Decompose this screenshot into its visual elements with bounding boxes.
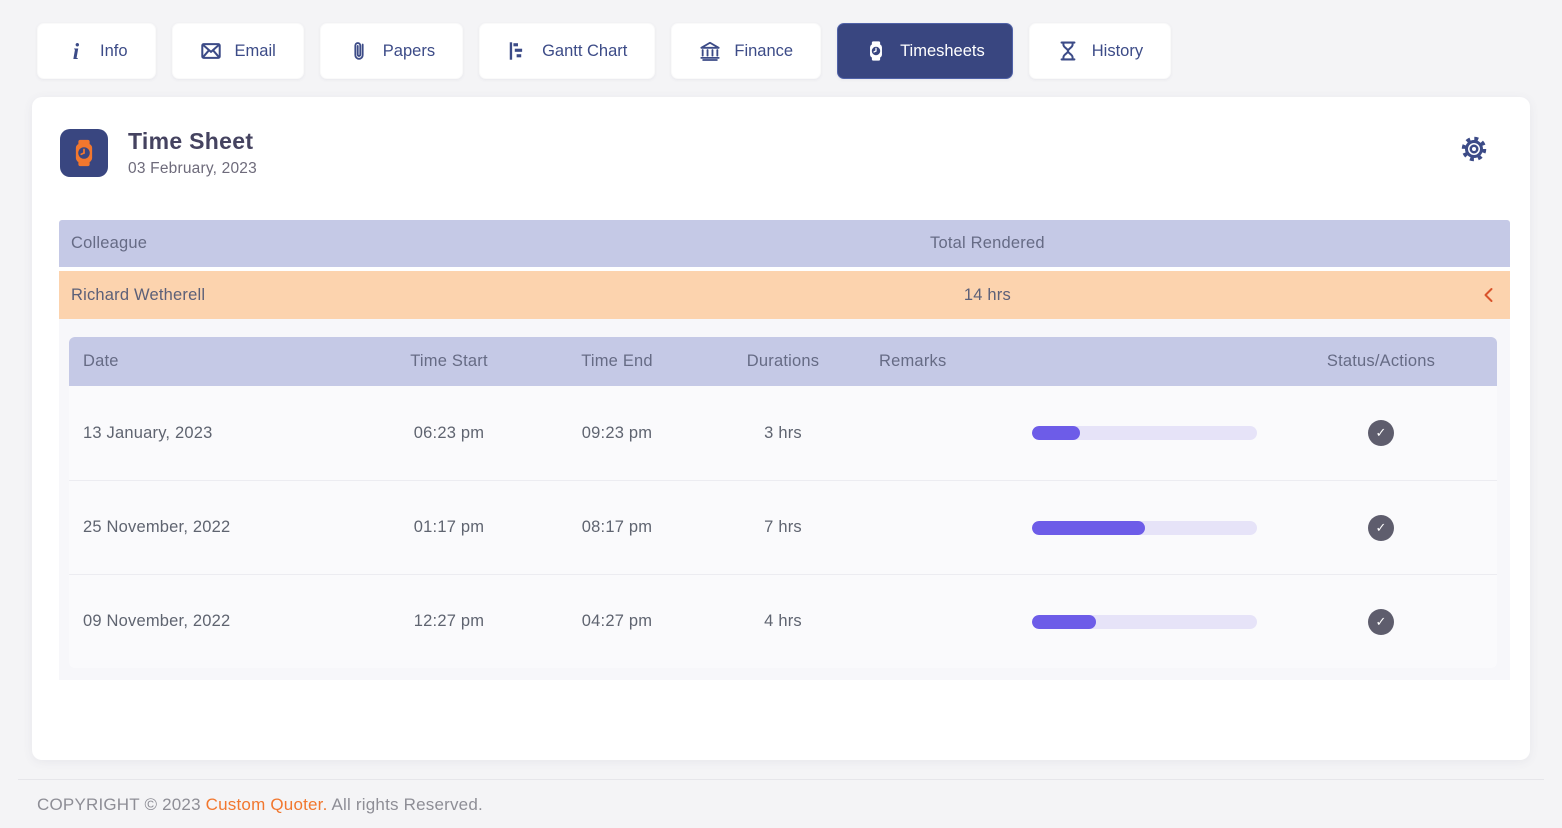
column-header-durations: Durations bbox=[746, 352, 820, 370]
card-header: Time Sheet 03 February, 2023 bbox=[32, 97, 1530, 178]
page-title: Time Sheet bbox=[128, 128, 254, 154]
time-end-cell: 09:23 pm bbox=[581, 423, 653, 442]
rights-text: All rights Reserved. bbox=[327, 795, 483, 814]
progress-bar bbox=[1032, 520, 1257, 535]
column-header-colleague: Colleague bbox=[71, 234, 148, 252]
date-cell: 09 November, 2022 bbox=[83, 612, 231, 630]
tab-label: Gantt Chart bbox=[542, 41, 628, 60]
progress-bar-fill bbox=[1032, 426, 1081, 440]
table-row: 25 November, 2022 01:17 pm 08:17 pm 7 hr… bbox=[69, 480, 1497, 574]
tab-history[interactable]: History bbox=[1028, 23, 1172, 79]
table-row: 09 November, 2022 12:27 pm 04:27 pm 4 hr… bbox=[69, 574, 1497, 668]
tab-email[interactable]: Email bbox=[171, 23, 304, 79]
column-header-status-actions: Status/Actions bbox=[1326, 352, 1436, 370]
detail-table-header: Date Time Start Time End Durations Remar… bbox=[69, 337, 1497, 386]
card-header-text: Time Sheet 03 February, 2023 bbox=[128, 128, 257, 178]
remarks-cell bbox=[865, 426, 1265, 440]
tab-gantt-chart[interactable]: Gantt Chart bbox=[479, 23, 656, 79]
colleague-row[interactable]: Richard Wetherell 14 hrs bbox=[59, 271, 1510, 319]
time-end-cell: 04:27 pm bbox=[581, 612, 653, 630]
time-start-cell: 06:23 pm bbox=[413, 423, 485, 442]
remarks-cell bbox=[865, 520, 1265, 535]
gantt-chart-icon bbox=[507, 40, 529, 62]
collapse-chevron-icon[interactable] bbox=[1466, 287, 1510, 303]
time-end-cell: 08:17 pm bbox=[581, 518, 653, 536]
bank-icon bbox=[699, 40, 721, 62]
progress-bar bbox=[1032, 426, 1257, 440]
check-icon[interactable]: ✓ bbox=[1368, 420, 1394, 446]
progress-bar bbox=[1032, 614, 1257, 629]
total-rendered-value: 14 hrs bbox=[963, 285, 1011, 304]
column-header-date: Date bbox=[83, 352, 119, 370]
status-cell: ✓ bbox=[1265, 514, 1497, 541]
duration-cell: 4 hrs bbox=[764, 612, 802, 630]
duration-cell: 3 hrs bbox=[764, 423, 802, 442]
status-cell: ✓ bbox=[1265, 420, 1497, 446]
date-cell: 25 November, 2022 bbox=[83, 518, 231, 536]
status-cell: ✓ bbox=[1265, 608, 1497, 635]
summary-table-header: Colleague Total Rendered bbox=[59, 220, 1510, 267]
tab-bar: i Info Email Papers Gantt Chart bbox=[0, 0, 1562, 79]
progress-bar-fill bbox=[1032, 520, 1145, 535]
timesheet-detail-panel: Date Time Start Time End Durations Remar… bbox=[59, 319, 1510, 680]
tab-label: Info bbox=[100, 41, 128, 60]
tab-papers[interactable]: Papers bbox=[319, 23, 464, 79]
tab-finance[interactable]: Finance bbox=[671, 23, 822, 79]
tab-timesheets[interactable]: Timesheets bbox=[837, 23, 1013, 79]
tab-label: Timesheets bbox=[900, 41, 985, 60]
footer: COPYRIGHT © 2023 Custom Quoter. All righ… bbox=[0, 780, 1562, 815]
colleague-name: Richard Wetherell bbox=[71, 285, 206, 304]
gear-icon[interactable] bbox=[1458, 133, 1490, 165]
time-start-cell: 01:17 pm bbox=[413, 518, 485, 536]
email-icon bbox=[200, 40, 222, 62]
time-start-cell: 12:27 pm bbox=[413, 612, 485, 630]
watch-icon bbox=[865, 40, 887, 62]
tab-info[interactable]: i Info bbox=[37, 23, 156, 79]
summary-table: Colleague Total Rendered Richard Wethere… bbox=[59, 220, 1510, 680]
column-header-time-end: Time End bbox=[581, 352, 653, 370]
tab-label: Papers bbox=[382, 41, 436, 60]
table-row: 13 January, 2023 06:23 pm 09:23 pm 3 hrs… bbox=[69, 386, 1497, 480]
tab-label: Finance bbox=[734, 41, 794, 60]
watch-icon bbox=[60, 129, 108, 177]
remarks-cell bbox=[865, 614, 1265, 629]
progress-bar-fill bbox=[1032, 614, 1097, 629]
duration-cell: 7 hrs bbox=[764, 518, 802, 536]
column-header-remarks: Remarks bbox=[879, 352, 947, 370]
copyright-text: COPYRIGHT © 2023 bbox=[37, 795, 206, 814]
date-cell: 13 January, 2023 bbox=[83, 423, 213, 442]
page-subtitle: 03 February, 2023 bbox=[128, 160, 257, 177]
info-icon: i bbox=[72, 38, 80, 64]
tab-label: Email bbox=[234, 41, 276, 60]
custom-quoter-link[interactable]: Custom Quoter. bbox=[205, 795, 328, 814]
paperclip-icon bbox=[348, 40, 370, 62]
timesheet-card: Time Sheet 03 February, 2023 Colleague T… bbox=[32, 97, 1530, 760]
hourglass-icon bbox=[1057, 40, 1079, 62]
tab-label: History bbox=[1091, 41, 1144, 60]
footer-divider bbox=[18, 779, 1544, 780]
check-icon[interactable]: ✓ bbox=[1368, 608, 1394, 635]
check-icon[interactable]: ✓ bbox=[1368, 514, 1394, 541]
column-header-time-start: Time Start bbox=[410, 352, 488, 370]
detail-table-body: 13 January, 2023 06:23 pm 09:23 pm 3 hrs… bbox=[69, 386, 1497, 668]
column-header-total-rendered: Total Rendered bbox=[930, 234, 1045, 252]
